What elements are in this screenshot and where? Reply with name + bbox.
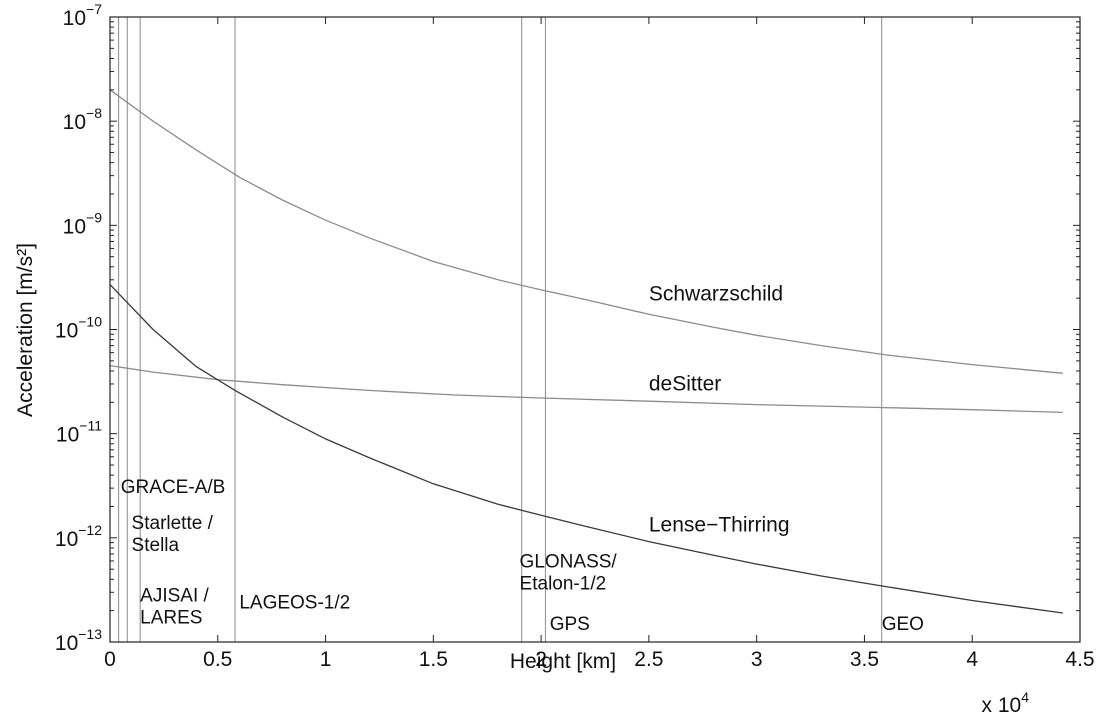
y-tick-exponent: −13 [78,626,102,642]
x-tick-label: 3.5 [850,648,879,671]
x-tick-label: 4 [966,648,978,671]
y-tick-base: 10 [55,528,78,551]
y-tick-base: 10 [55,320,78,343]
x-multiplier: x 104 [982,689,1030,717]
axis-ticks [109,16,1081,643]
x-tick-label: 1.5 [419,648,448,671]
y-tick-base: 10 [63,111,86,134]
y-tick-base: 10 [55,632,78,655]
x-axis-label: Height [km] [510,650,616,673]
series-line-lensethirring [109,284,1063,614]
orbit-marker-label: GRACE-A/B [121,477,226,498]
x-tick-label: 0 [104,648,116,671]
vertical-markers [118,17,883,642]
orbit-marker-label: GEO [882,614,924,635]
x-tick-label: 2.5 [634,648,663,671]
orbit-marker-label: GPS [550,614,590,635]
x-tick-label: 3 [751,648,763,671]
orbit-marker-label: AJISAI / LARES [140,586,209,629]
series-line-desitter [109,364,1063,414]
y-tick-exponent: −9 [86,209,102,225]
x-tick-label: 0.5 [203,648,232,671]
series-lines [109,89,1063,614]
y-tick-label: 10−8 [63,105,103,134]
orbit-marker-label: LAGEOS-1/2 [239,592,350,613]
y-tick-exponent: −7 [86,1,102,17]
tick-labels: 0 0.5 1 1.5 2 2.5 3 3.5 4 4.510−1310−1210−1110−10… [55,1,1095,671]
plot-frame [109,16,1081,643]
series-label: Lense−Thirring [649,514,790,537]
y-axis-label: Acceleration [m/s²] [14,243,37,417]
y-tick-exponent: −8 [86,105,102,121]
orbit-marker-label: Starlette / Stella [132,513,214,556]
y-tick-label: 10−9 [63,209,103,238]
y-tick-label: 10−13 [55,626,102,655]
series-line-schwarzschild [109,89,1063,374]
y-tick-base: 10 [56,424,79,447]
y-tick-exponent: −11 [79,418,102,434]
orbit-marker-label: GLONASS/Etalon-1/2 [520,551,618,594]
y-tick-exponent: −10 [78,314,102,330]
marker-labels: GRACE-A/B Starlette / Stella AJISAI / LARES L… [121,477,924,635]
y-tick-exponent: −12 [78,522,102,538]
y-tick-label: 10−7 [63,1,103,30]
series-label: Schwarzschild [649,282,783,305]
series-label: deSitter [649,372,721,395]
y-tick-label: 10−11 [56,418,102,447]
x-tick-label: 1 [320,648,332,671]
y-tick-label: 10−12 [55,522,102,551]
x-tick-label: 2 [535,648,547,671]
y-tick-label: 10−10 [55,314,102,343]
x-multiplier-exponent: 4 [1021,689,1029,705]
y-tick-base: 10 [63,7,86,30]
x-tick-label: 4.5 [1065,648,1094,671]
y-tick-base: 10 [63,215,86,238]
x-multiplier-base: x 10 [982,694,1022,717]
series-labels: Schwarzschild deSitter Lense−Thirring [649,282,790,536]
